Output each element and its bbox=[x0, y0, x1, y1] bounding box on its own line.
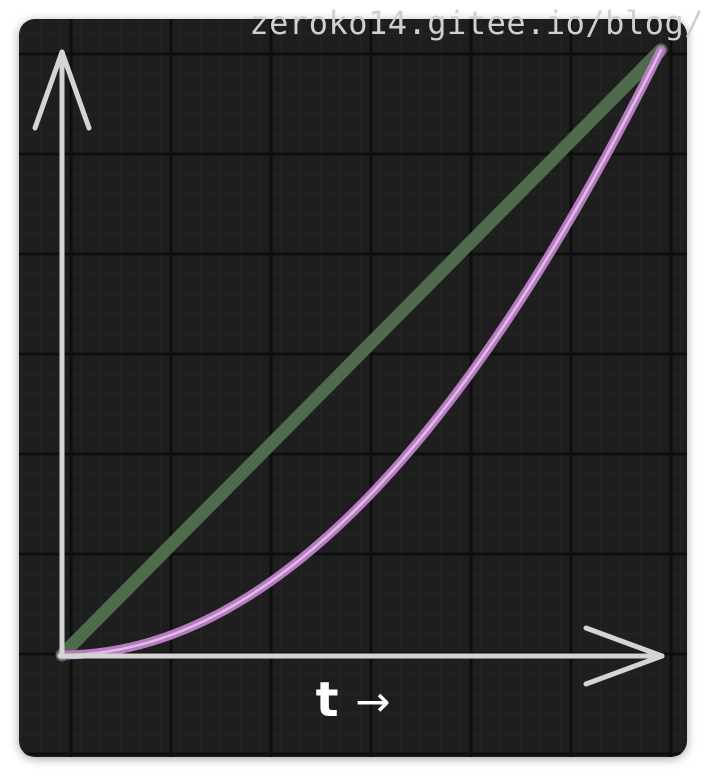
watermark-text: zeroko14.gitee.io/blog/ bbox=[249, 4, 704, 42]
x-axis-label: t → bbox=[0, 676, 706, 724]
series-line-1-highlight bbox=[60, 48, 663, 657]
axes bbox=[32, 49, 665, 687]
series-line-0 bbox=[55, 43, 668, 662]
x-axis-arrow-glyph: → bbox=[355, 677, 391, 726]
x-axis-label-text: t bbox=[315, 672, 339, 728]
x-axis-arrowhead bbox=[583, 625, 665, 687]
y-axis-arrowhead bbox=[32, 49, 92, 131]
series-layer bbox=[55, 43, 668, 662]
